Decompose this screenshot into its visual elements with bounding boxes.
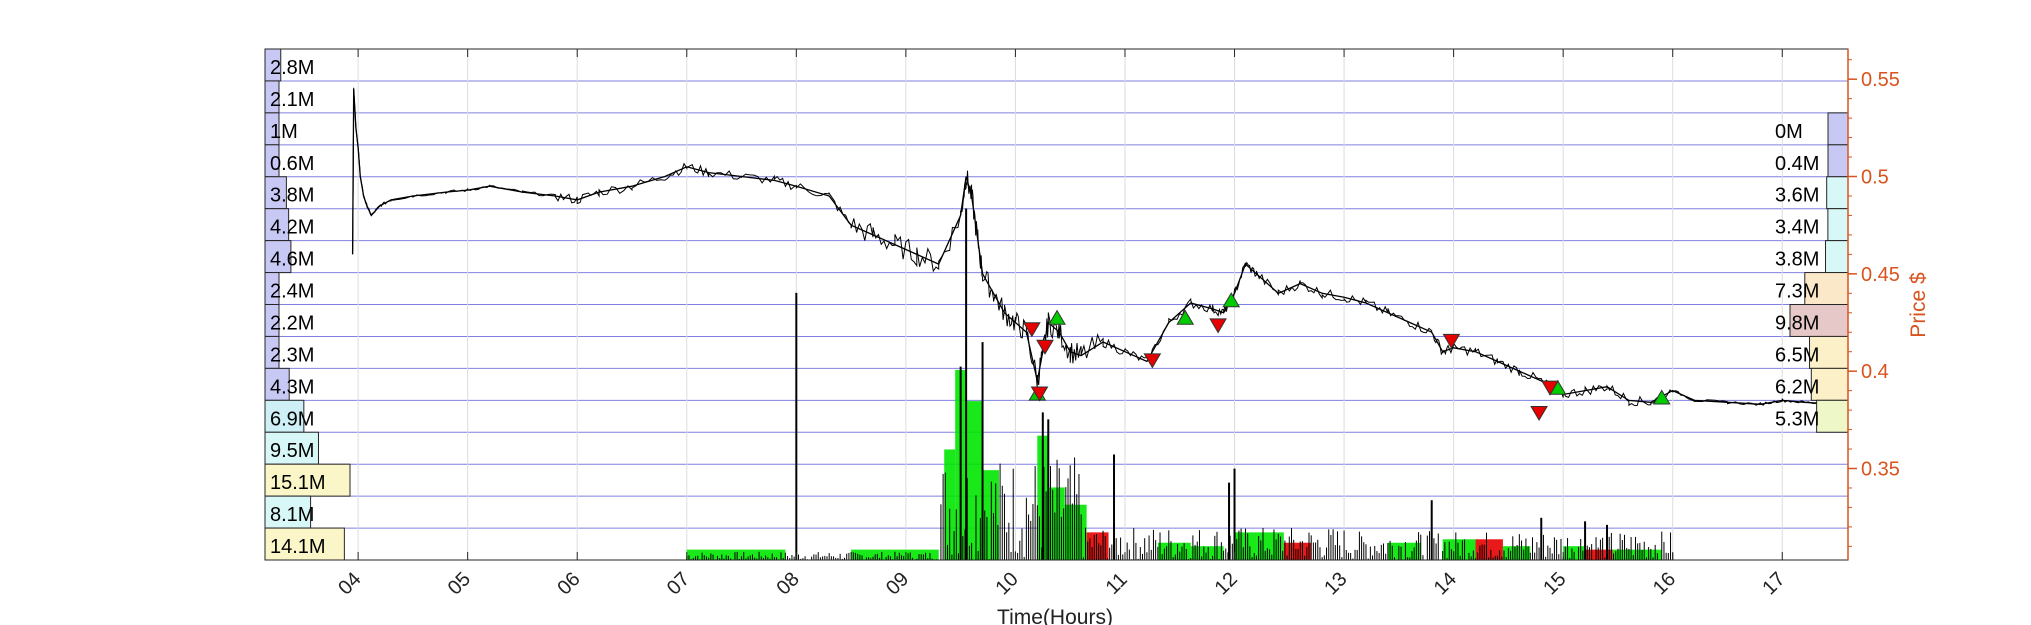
volume-bar-buy [1612, 549, 1662, 560]
buy-marker [1048, 309, 1066, 325]
volume-profile-right-label: 0.4M [1775, 153, 1819, 175]
volume-profile-right-label: 7.3M [1775, 281, 1819, 303]
volume-profile-left-bar [264, 399, 305, 433]
volume-profile-right-bar [1816, 399, 1849, 433]
volume-profile-left-bar [264, 527, 345, 561]
price-line-detail [352, 87, 1838, 407]
y-tick-label: 0.45 [1861, 264, 1900, 286]
volume-bar-buy [966, 401, 983, 560]
volume-bar-buy [1387, 542, 1421, 560]
volume-profile-left-label: 0.6M [270, 153, 314, 175]
volume-profile-right-label: 6.5M [1775, 344, 1819, 366]
volume-profile-right-label: 3.6M [1775, 185, 1819, 207]
volume-profile-left-label: 9.5M [270, 440, 314, 462]
volume-profile-left-label: 4.2M [270, 217, 314, 239]
volume-profile-right-bar [1827, 112, 1849, 146]
y-tick-label: 0.4 [1861, 361, 1889, 383]
volume-bar-buy [1190, 546, 1224, 560]
y-axis-title: Price $ [1907, 272, 1930, 338]
volume-bar-buy [686, 549, 786, 560]
volume-profile-right-bar [1804, 272, 1849, 305]
volume-profile-left-label: 2.4M [270, 281, 314, 303]
buy-marker [1652, 389, 1671, 405]
volume-profile-right-label: 6.2M [1775, 376, 1819, 398]
volume-profile-right-label: 0M [1775, 121, 1803, 143]
sell-marker [1209, 318, 1227, 334]
volume-profile-left-label: 4.6M [270, 249, 314, 271]
y-tick-label: 0.5 [1861, 167, 1889, 189]
volume-profile-right-label: 9.8M [1775, 312, 1819, 334]
volume-profile-left-label: 4.3M [270, 376, 314, 398]
volume-profile-left-label: 15.1M [270, 472, 326, 494]
volume-profile-left-label: 1M [270, 121, 298, 143]
volume-profile-right-bar [1826, 176, 1849, 210]
volume-profile-right-label: 5.3M [1775, 408, 1819, 430]
volume-profile-left-label: 6.9M [270, 408, 314, 430]
buy-marker [1222, 292, 1241, 308]
volume-profile-left-label: 2.1M [270, 89, 314, 111]
volume-profile-left-label: 3.8M [270, 185, 314, 207]
volume-bar-buy [944, 449, 956, 560]
price-layer [351, 87, 1838, 407]
sell-marker [1442, 333, 1461, 350]
volume-profile-right-bar [1827, 144, 1849, 178]
volume-profile-left-label: 2.3M [270, 344, 314, 366]
sell-marker [1530, 405, 1548, 422]
volume-bar-buy [1442, 539, 1476, 560]
y-tick-label: 0.35 [1861, 459, 1900, 481]
volume-profile-right-bar [1825, 240, 1849, 274]
sell-marker [1036, 339, 1054, 355]
volume-profile-left-label: 14.1M [270, 536, 326, 558]
volume-layer [686, 208, 1674, 560]
x-axis-title: Time(Hours) [997, 606, 1113, 625]
volume-profile-right-label: 3.8M [1775, 249, 1819, 271]
volume-profile-left-label: 2.8M [270, 57, 314, 79]
volume-bar-buy [1157, 542, 1191, 560]
volume-profile-left-label: 2.2M [270, 312, 314, 334]
volume-profile-left-bar [264, 431, 319, 465]
marker-layer [1022, 292, 1671, 422]
sell-marker [1541, 380, 1559, 396]
volume-profile-left-bar [264, 463, 351, 497]
volume-profile-layer: 2.8M 2.1M 1M 0.6M 3.8M 4.2M 4.6M 2.4M 2.2M 2.3M 4.… [264, 48, 1849, 561]
sell-marker [1022, 322, 1041, 338]
volume-bar-sell [1585, 549, 1613, 560]
y-tick-label: 0.55 [1861, 69, 1900, 91]
volume-profile-right-bar [1810, 367, 1849, 401]
sell-marker [1143, 353, 1162, 369]
volume-profile-right-bar [1809, 335, 1849, 369]
volume-bar-sell [1283, 542, 1312, 560]
volume-profile-right-bar [1827, 208, 1849, 242]
volume-profile-left-label: 8.1M [270, 504, 314, 526]
sell-marker [1030, 386, 1049, 402]
buy-marker [1176, 309, 1195, 325]
volume-profile-right-label: 3.4M [1775, 217, 1819, 239]
